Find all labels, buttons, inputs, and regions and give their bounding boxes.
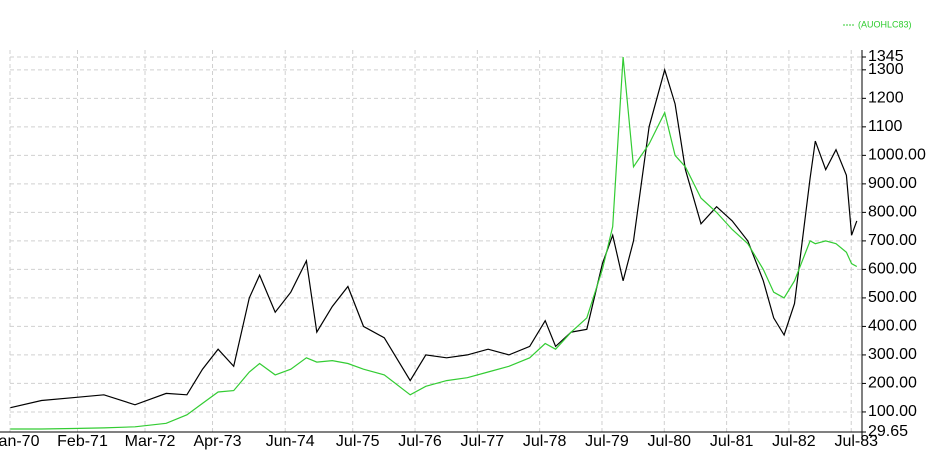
y-tick-label: 1300 xyxy=(868,61,904,78)
x-tick-label: Jul-75 xyxy=(336,433,380,450)
y-tick-label: 1345 xyxy=(868,48,904,65)
y-tick-label: 300.00 xyxy=(868,346,917,363)
y-tick-label: 1000.00 xyxy=(868,147,926,164)
x-tick-label: Feb-71 xyxy=(57,433,108,450)
series-line xyxy=(10,67,858,409)
y-tick-label: 700.00 xyxy=(868,232,917,249)
x-tick-label: Jun-74 xyxy=(266,433,315,450)
x-tick-label: Jul-79 xyxy=(585,433,629,450)
y-tick-label: 1200 xyxy=(868,90,904,107)
x-tick-label: Jan-70 xyxy=(0,433,40,450)
y-tick-label: 900.00 xyxy=(868,175,917,192)
x-tick-label: Apr-73 xyxy=(194,433,242,450)
x-tick-label: Jul-78 xyxy=(523,433,567,450)
y-tick-label: 500.00 xyxy=(868,289,917,306)
x-tick-label: Jul-80 xyxy=(648,433,692,450)
y-tick-label: 200.00 xyxy=(868,375,917,392)
y-tick-label: 1100 xyxy=(868,118,903,135)
x-tick-label: Jul-83 xyxy=(834,433,878,450)
x-tick-label: Jul-81 xyxy=(710,433,754,450)
legend-label: (AUOHLC83) xyxy=(858,19,912,29)
x-tick-label: Jul-77 xyxy=(461,433,505,450)
y-tick-label: 29.65 xyxy=(868,423,908,440)
series-line xyxy=(10,56,858,430)
y-tick-label: 100.00 xyxy=(868,403,917,420)
y-tick-label: 600.00 xyxy=(868,261,917,278)
x-tick-label: Mar-72 xyxy=(125,433,176,450)
x-tick-label: Jul-82 xyxy=(772,433,816,450)
y-tick-label: 400.00 xyxy=(868,318,917,335)
y-tick-label: 800.00 xyxy=(868,204,917,221)
x-tick-label: Jul-76 xyxy=(398,433,442,450)
